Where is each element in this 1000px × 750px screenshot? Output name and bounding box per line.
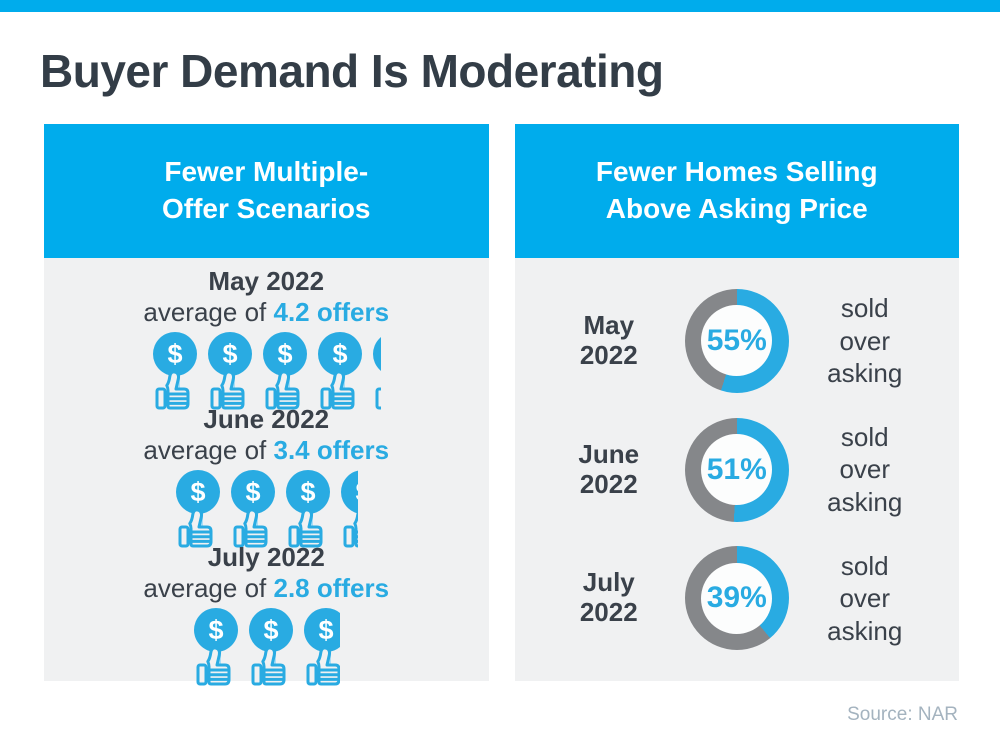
caption-line: asking: [827, 486, 903, 517]
dollar-thumbs-up-icon: $: [151, 332, 199, 410]
dollar-thumbs-up-icon: $: [229, 470, 277, 548]
donut-row-june: June 2022 51% sold over asking: [515, 417, 960, 522]
average-offers-line: average of 3.4 offers: [44, 435, 489, 466]
offer-section-may: May 2022 average of 4.2 offers $ $ $: [44, 266, 489, 410]
panel-header-line: Offer Scenarios: [161, 193, 371, 224]
donut-chart: 39%: [684, 546, 789, 651]
month-label: May 2022: [208, 266, 325, 296]
offer-pictogram-row: $ $ $: [44, 608, 489, 686]
svg-text:$: $: [356, 477, 359, 507]
year-line: 2022: [579, 339, 638, 370]
caption-line: sold: [840, 550, 889, 581]
dollar-thumbs-up-icon: $: [261, 332, 309, 410]
month-label: June 2022: [553, 438, 665, 500]
svg-text:$: $: [191, 477, 206, 507]
panel-header-line: Fewer Multiple-: [164, 156, 369, 188]
panel-above-asking-body: May 2022 55% sold over asking June 20: [514, 258, 960, 681]
month-line: June: [578, 438, 640, 469]
svg-text:$: $: [264, 615, 279, 645]
average-prefix: average of: [143, 572, 274, 603]
offer-pictogram-row: $ $ $ $: [44, 470, 489, 548]
donut-caption: sold over asking: [809, 292, 921, 390]
donut-chart: 55%: [684, 288, 789, 393]
month-label: July 2022: [207, 542, 325, 572]
average-value: 4.2 offers: [273, 296, 390, 327]
donut-percent-label: 51%: [706, 452, 767, 486]
month-label: July 2022: [553, 567, 665, 628]
caption-line: over: [839, 583, 891, 613]
svg-text:$: $: [223, 339, 238, 369]
year-line: 2022: [579, 597, 638, 628]
average-offers-line: average of 2.8 offers: [44, 573, 489, 604]
month-label: June 2022: [203, 404, 330, 434]
panel-header-line: Fewer Homes Selling: [595, 156, 878, 188]
svg-text:$: $: [301, 477, 316, 507]
donut-row-july: July 2022 39% sold over asking: [515, 546, 960, 651]
panel-multiple-offers-header: Fewer Multiple- Offer Scenarios: [44, 124, 489, 258]
average-prefix: average of: [143, 434, 274, 465]
average-offers-line: average of 4.2 offers: [44, 297, 489, 328]
dollar-thumbs-up-icon-partial: $: [339, 470, 359, 548]
panels-container: Fewer Multiple- Offer Scenarios May 2022…: [44, 124, 960, 686]
panel-header-line: Above Asking Price: [605, 193, 868, 224]
donut-caption: sold over asking: [809, 421, 921, 519]
panel-above-asking: Fewer Homes Selling Above Asking Price M…: [514, 124, 960, 681]
top-accent-bar: [0, 0, 1000, 12]
donut-caption: sold over asking: [809, 550, 921, 648]
svg-text:$: $: [278, 339, 293, 369]
month-label: May 2022: [553, 309, 665, 371]
panel-above-asking-header: Fewer Homes Selling Above Asking Price: [514, 124, 959, 258]
year-line: 2022: [579, 468, 638, 499]
panel-multiple-offers: Fewer Multiple- Offer Scenarios May 2022…: [44, 124, 489, 686]
offer-section-july: July 2022 average of 2.8 offers $ $ $: [44, 542, 489, 686]
dollar-thumbs-up-icon: $: [174, 470, 222, 548]
offer-section-june: June 2022 average of 3.4 offers $ $ $: [44, 404, 489, 548]
panel-multiple-offers-body: May 2022 average of 4.2 offers $ $ $: [44, 258, 489, 686]
donut-row-may: May 2022 55% sold over asking: [515, 288, 960, 393]
caption-line: asking: [827, 615, 903, 646]
dollar-thumbs-up-icon: $: [192, 608, 240, 686]
caption-line: sold: [840, 293, 889, 323]
offer-pictogram-row: $ $ $ $: [44, 332, 489, 410]
svg-text:$: $: [319, 615, 334, 645]
dollar-thumbs-up-icon: $: [206, 332, 254, 410]
caption-line: asking: [827, 358, 903, 388]
svg-text:$: $: [246, 477, 261, 507]
svg-text:$: $: [209, 615, 224, 645]
donut-hole: 51%: [701, 434, 773, 505]
donut-hole: 39%: [701, 562, 773, 634]
donut-percent-label: 39%: [706, 581, 767, 615]
svg-text:$: $: [333, 339, 348, 369]
average-prefix: average of: [143, 296, 274, 327]
donut-hole: 55%: [701, 305, 773, 377]
donut-chart: 51%: [684, 417, 789, 522]
caption-line: over: [839, 325, 891, 356]
month-line: July: [582, 567, 635, 598]
source-attribution: Source: NAR: [847, 704, 958, 725]
caption-line: over: [839, 454, 891, 485]
donut-percent-label: 55%: [706, 323, 767, 357]
dollar-thumbs-up-icon-partial: $: [371, 332, 382, 410]
month-line: May: [583, 309, 635, 340]
average-value: 2.8 offers: [273, 572, 390, 603]
average-value: 3.4 offers: [273, 434, 390, 465]
svg-text:$: $: [168, 339, 183, 369]
caption-line: sold: [840, 421, 889, 452]
dollar-thumbs-up-icon: $: [247, 608, 295, 686]
dollar-thumbs-up-icon: $: [284, 470, 332, 548]
dollar-thumbs-up-icon: $: [316, 332, 364, 410]
page-title: Buyer Demand Is Moderating: [40, 45, 664, 97]
dollar-thumbs-up-icon-partial: $: [302, 608, 341, 686]
